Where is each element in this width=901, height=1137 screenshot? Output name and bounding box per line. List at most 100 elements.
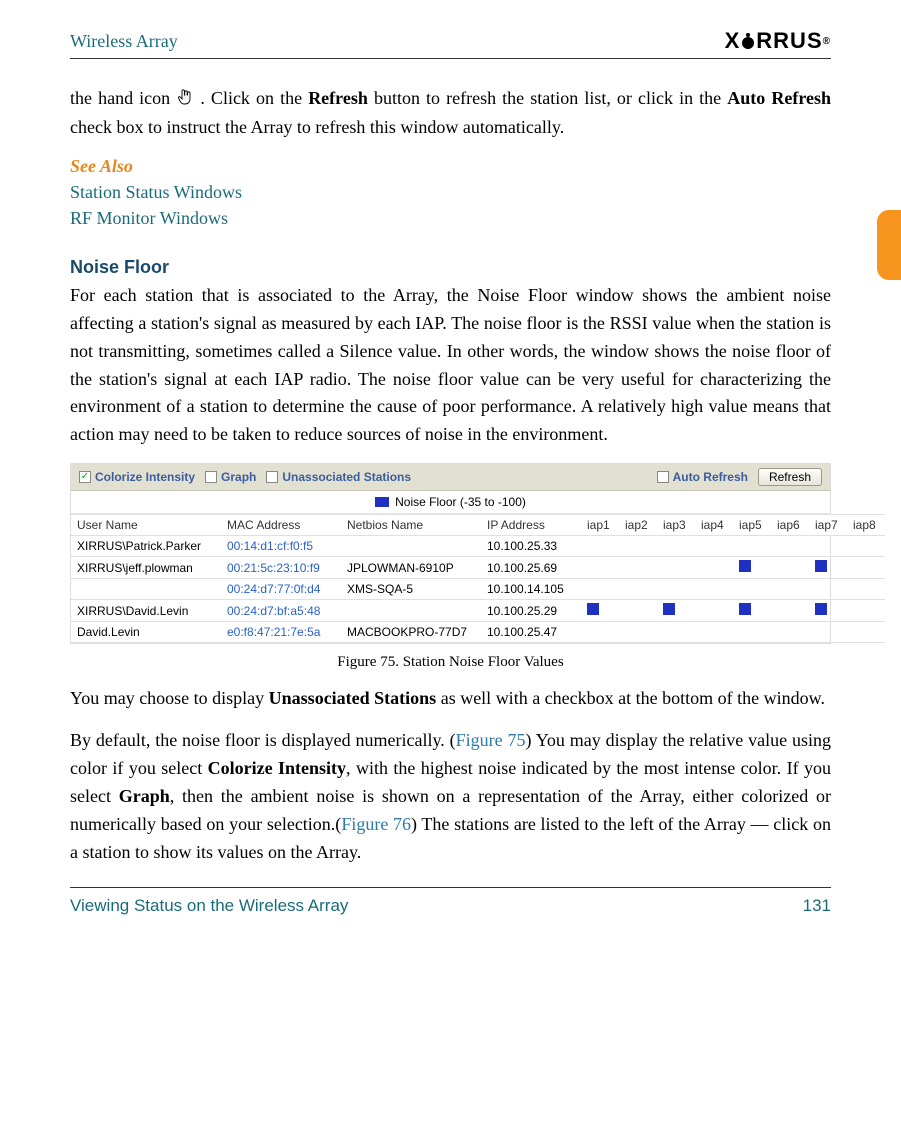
table-cell [341, 536, 481, 557]
bold-refresh: Refresh [308, 88, 368, 108]
brand-logo: X RRUS ® [725, 28, 831, 54]
mac-cell[interactable]: 00:14:d1:cf:f0:f5 [221, 536, 341, 557]
text: button to refresh the station list, or c… [374, 88, 727, 108]
iap-cell [733, 622, 771, 643]
iap-cell [733, 557, 771, 579]
iap-cell [733, 536, 771, 557]
iap-cell [733, 600, 771, 622]
page-footer: Viewing Status on the Wireless Array 131 [70, 887, 831, 916]
checkbox-icon: ✓ [79, 471, 91, 483]
noise-floor-screenshot: ✓ Colorize Intensity Graph Unassociated … [70, 463, 831, 644]
text: You may choose to display [70, 688, 269, 708]
noise-floor-paragraph: For each station that is associated to t… [70, 282, 831, 449]
noise-indicator [587, 603, 599, 615]
column-header: iap3 [657, 515, 695, 536]
table-cell: 10.100.25.33 [481, 536, 581, 557]
column-header: IP Address [481, 515, 581, 536]
iap-cell [771, 579, 809, 600]
iap-cell [809, 536, 847, 557]
column-header: iap5 [733, 515, 771, 536]
refresh-button[interactable]: Refresh [758, 468, 822, 486]
table-cell: MACBOOKPRO-77D7 [341, 622, 481, 643]
table-row: XIRRUS\jeff.plowman00:21:5c:23:10:f9JPLO… [71, 557, 885, 579]
header-title: Wireless Array [70, 31, 178, 52]
link-station-status[interactable]: Station Status Windows [70, 179, 831, 205]
see-also-heading: See Also [70, 156, 831, 177]
table-cell: 10.100.25.69 [481, 557, 581, 579]
table-row: David.Levine0:f8:47:21:7e:5aMACBOOKPRO-7… [71, 622, 885, 643]
page-header: Wireless Array X RRUS ® [70, 28, 831, 59]
page: Wireless Array X RRUS ® the hand icon . … [0, 0, 901, 946]
column-header: iap7 [809, 515, 847, 536]
iap-cell [581, 579, 619, 600]
iap-cell [657, 579, 695, 600]
noise-indicator [739, 603, 751, 615]
text: the hand icon [70, 88, 176, 108]
iap-cell [809, 622, 847, 643]
checkbox-colorize[interactable]: ✓ Colorize Intensity [79, 470, 195, 484]
bold-auto-refresh: Auto Refresh [727, 88, 831, 108]
text: By default, the noise floor is displayed… [70, 730, 456, 750]
checkbox-unassociated[interactable]: Unassociated Stations [266, 470, 411, 484]
para-display-options: By default, the noise floor is displayed… [70, 727, 831, 866]
mac-cell[interactable]: 00:24:d7:bf:a5:48 [221, 600, 341, 622]
column-header: iap6 [771, 515, 809, 536]
iap-cell [771, 557, 809, 579]
mac-cell[interactable]: 00:24:d7:77:0f:d4 [221, 579, 341, 600]
logo-text: X RRUS ® [725, 28, 831, 54]
link-figure-75[interactable]: Figure 75 [456, 730, 526, 750]
checkbox-label: Colorize Intensity [95, 470, 195, 484]
column-header: iap4 [695, 515, 733, 536]
column-header: iap1 [581, 515, 619, 536]
footer-title: Viewing Status on the Wireless Array [70, 896, 348, 916]
column-header: MAC Address [221, 515, 341, 536]
logo-registered: ® [823, 36, 831, 47]
checkbox-graph[interactable]: Graph [205, 470, 256, 484]
figure-legend: Noise Floor (-35 to -100) [71, 491, 830, 514]
iap-cell [581, 622, 619, 643]
iap-cell [695, 600, 733, 622]
text: as well with a checkbox at the bottom of… [441, 688, 825, 708]
iap-cell [695, 536, 733, 557]
bold-unassociated: Unassociated Stations [269, 688, 437, 708]
iap-cell [619, 557, 657, 579]
iap-cell [581, 600, 619, 622]
mac-cell[interactable]: 00:21:5c:23:10:f9 [221, 557, 341, 579]
iap-cell [695, 622, 733, 643]
mac-cell[interactable]: e0:f8:47:21:7e:5a [221, 622, 341, 643]
checkbox-auto-refresh[interactable]: Auto Refresh [657, 470, 748, 484]
iap-cell [581, 536, 619, 557]
iap-cell [695, 579, 733, 600]
iap-cell [657, 536, 695, 557]
table-cell: 10.100.25.29 [481, 600, 581, 622]
figure-toolbar: ✓ Colorize Intensity Graph Unassociated … [71, 464, 830, 491]
table-cell: XIRRUS\jeff.plowman [71, 557, 221, 579]
noise-floor-table: User NameMAC AddressNetbios NameIP Addre… [71, 514, 885, 643]
checkbox-icon [266, 471, 278, 483]
iap-cell [657, 622, 695, 643]
legend-swatch [375, 497, 389, 507]
table-cell: XIRRUS\Patrick.Parker [71, 536, 221, 557]
table-cell: 10.100.25.47 [481, 622, 581, 643]
para-unassociated: You may choose to display Unassociated S… [70, 685, 831, 713]
text: check box to instruct the Array to refre… [70, 117, 564, 137]
iap-cell [619, 622, 657, 643]
link-rf-monitor[interactable]: RF Monitor Windows [70, 205, 831, 231]
side-tab [877, 210, 901, 280]
bold-colorize: Colorize Intensity [208, 758, 346, 778]
table-header-row: User NameMAC AddressNetbios NameIP Addre… [71, 515, 885, 536]
intro-paragraph: the hand icon . Click on the Refresh but… [70, 85, 831, 142]
column-header: iap8 [847, 515, 885, 536]
table-cell [341, 600, 481, 622]
column-header: User Name [71, 515, 221, 536]
column-header: Netbios Name [341, 515, 481, 536]
iap-cell [657, 600, 695, 622]
iap-cell [619, 600, 657, 622]
table-cell [71, 579, 221, 600]
bold-graph: Graph [119, 786, 170, 806]
hand-icon [177, 86, 193, 114]
checkbox-label: Graph [221, 470, 256, 484]
iap-cell [619, 579, 657, 600]
link-figure-76[interactable]: Figure 76 [341, 814, 411, 834]
text: . Click on the [200, 88, 308, 108]
